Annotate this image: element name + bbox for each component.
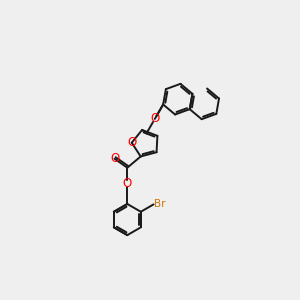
Text: O: O bbox=[150, 112, 159, 125]
Text: O: O bbox=[127, 136, 136, 149]
Text: O: O bbox=[110, 152, 119, 165]
Text: O: O bbox=[123, 177, 132, 190]
Text: Br: Br bbox=[154, 200, 165, 209]
